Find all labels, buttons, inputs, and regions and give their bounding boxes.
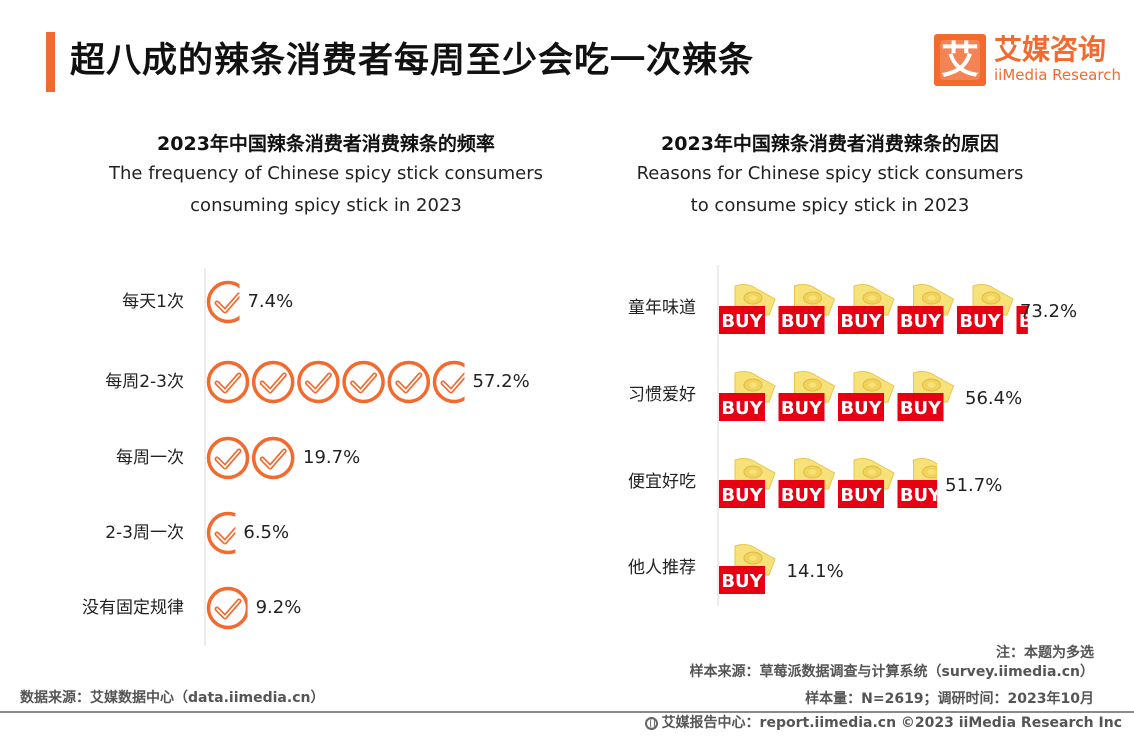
frequency-chart-subtitle-line1: The frequency of Chinese spicy stick con… (109, 163, 543, 184)
frequency-category-label: 每周2-3次 (105, 372, 184, 392)
reasons-value-label: 14.1% (786, 561, 844, 582)
footer-divider (0, 711, 1134, 713)
svg-text:BUY: BUY (959, 311, 1001, 332)
reasons-bar-2: BUY BUY BUY BUY (719, 458, 942, 508)
buy-money-icon: BUY (719, 544, 776, 594)
svg-text:BUY: BUY (721, 398, 763, 419)
frequency-category-label: 每天1次 (122, 292, 184, 312)
check-circle-icon (432, 360, 465, 404)
check-circle-icon (206, 360, 250, 404)
report-center: 艾媒报告中心：report.iimedia.cn ©2023 iiMedia R… (644, 713, 1122, 733)
buy-money-icon: BUY (1016, 306, 1061, 334)
check-circle-icon (251, 360, 295, 404)
frequency-category-label: 每周一次 (116, 448, 184, 468)
reasons-value-label: 56.4% (965, 388, 1023, 409)
buy-money-icon: BUY (838, 371, 895, 421)
globe-icon (644, 717, 658, 730)
frequency-chart-subtitle-line2: consuming spicy stick in 2023 (190, 195, 462, 216)
buy-money-icon: BUY (778, 371, 836, 421)
logo-glyph: 艾 (940, 38, 979, 82)
buy-money-icon: BUY (897, 284, 955, 334)
check-circle-icon (206, 511, 236, 555)
check-circle-icon (342, 360, 385, 404)
svg-text:BUY: BUY (1019, 311, 1061, 332)
svg-text:BUY: BUY (840, 485, 882, 506)
frequency-category-label: 没有固定规律 (82, 598, 184, 618)
iimedia-logo: 艾 艾媒咨询 iiMedia Research (934, 33, 1124, 88)
buy-money-icon: BUY (719, 371, 776, 421)
multi-choice-note: 注：本题为多选 (996, 645, 1094, 661)
buy-money-icon: BUY (838, 458, 895, 508)
reasons-category-label: 童年味道 (628, 298, 696, 318)
check-circle-icon (206, 436, 250, 480)
svg-text:BUY: BUY (900, 485, 942, 506)
reasons-category-label: 便宜好吃 (628, 472, 696, 492)
reasons-chart-title: 2023年中国辣条消费者消费辣条的原因 (661, 133, 999, 155)
check-circle-icon (206, 280, 240, 324)
buy-money-icon: BUY (719, 458, 776, 508)
data-source: 数据来源：艾媒数据中心（data.iimedia.cn） (20, 690, 325, 706)
frequency-value-label: 9.2% (255, 597, 302, 618)
svg-text:BUY: BUY (781, 485, 823, 506)
reasons-value-label: 51.7% (945, 475, 1003, 496)
svg-text:BUY: BUY (840, 311, 882, 332)
frequency-bar-1 (206, 360, 465, 404)
reasons-chart-subtitle-line2: to consume spicy stick in 2023 (690, 195, 970, 216)
frequency-bar-0 (206, 280, 240, 324)
reasons-chart-header: 2023年中国辣条消费者消费辣条的原因 Reasons for Chinese … (570, 130, 1090, 222)
frequency-chart-header: 2023年中国辣条消费者消费辣条的频率 The frequency of Chi… (66, 130, 586, 222)
frequency-value-label: 7.4% (247, 291, 294, 312)
frequency-chart-title: 2023年中国辣条消费者消费辣条的频率 (157, 133, 495, 155)
reasons-value-label: 73.2% (1019, 301, 1078, 322)
reasons-bar-0: BUY BUY BUY BUY BUY BUY (719, 284, 1061, 334)
frequency-category-label: 2-3周一次 (105, 523, 184, 543)
sample-size: 样本量：N=2619；调研时间：2023年10月 (805, 691, 1094, 707)
svg-text:BUY: BUY (900, 398, 942, 419)
buy-money-icon: BUY (838, 284, 895, 334)
svg-text:BUY: BUY (840, 398, 882, 419)
buy-money-icon: BUY (719, 284, 776, 334)
logo-mark (934, 34, 986, 86)
buy-money-icon: BUY (778, 284, 836, 334)
frequency-bar-4 (206, 586, 248, 630)
check-circle-icon (251, 436, 295, 480)
reasons-bar-1: BUY BUY BUY BUY (719, 371, 955, 421)
frequency-value-label: 57.2% (472, 371, 530, 392)
frequency-bar-3 (206, 511, 236, 555)
buy-money-icon: BUY (957, 284, 1014, 334)
check-circle-icon (297, 360, 340, 404)
svg-text:BUY: BUY (781, 398, 823, 419)
buy-money-icon: BUY (897, 371, 955, 421)
logo-name-cn: 艾媒咨询 (994, 33, 1107, 66)
reasons-category-label: 习惯爱好 (628, 385, 696, 405)
reasons-category-label: 他人推荐 (628, 558, 696, 578)
buy-money-icon: BUY (778, 458, 836, 508)
svg-text:BUY: BUY (721, 571, 763, 592)
logo-name-en: iiMedia Research (994, 66, 1121, 84)
frequency-bar-2 (206, 436, 295, 480)
svg-text:BUY: BUY (721, 485, 763, 506)
check-circle-icon (206, 586, 248, 630)
check-circle-icon (387, 360, 431, 404)
svg-text:BUY: BUY (900, 311, 942, 332)
reasons-bar-3: BUY (719, 544, 776, 594)
frequency-value-label: 19.7% (303, 447, 361, 468)
buy-money-icon: BUY (897, 458, 942, 508)
svg-text:BUY: BUY (781, 311, 823, 332)
page-title: 超八成的辣条消费者每周至少会吃一次辣条 (70, 41, 755, 81)
svg-text:BUY: BUY (721, 311, 763, 332)
reasons-chart-subtitle-line1: Reasons for Chinese spicy stick consumer… (636, 163, 1024, 184)
sample-source: 样本来源：草莓派数据调查与计算系统（survey.iimedia.cn） (689, 664, 1094, 680)
report-center-text: 艾媒报告中心：report.iimedia.cn ©2023 iiMedia R… (661, 715, 1122, 731)
title-accent-bar (46, 32, 55, 92)
frequency-value-label: 6.5% (243, 522, 290, 543)
